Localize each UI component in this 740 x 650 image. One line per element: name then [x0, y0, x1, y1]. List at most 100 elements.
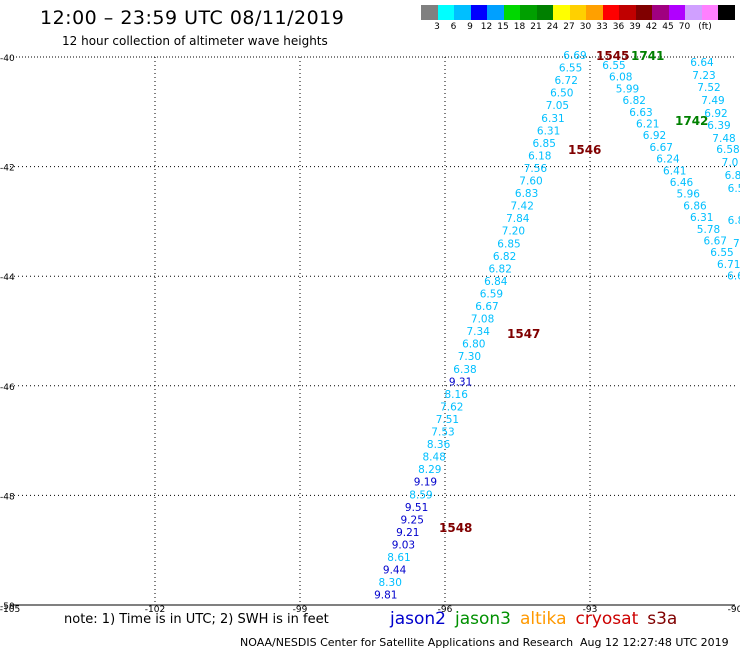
legend-tick-label: 18	[513, 22, 526, 32]
wave-height-value: 7.42	[511, 201, 534, 213]
legend-swatch	[668, 5, 686, 20]
pass-time-label: 1741	[631, 49, 664, 63]
legend-tick-label: 3	[434, 22, 440, 32]
pass-time-label: 1742	[675, 114, 708, 128]
longitude-label: -105	[0, 605, 20, 615]
wave-height-value: 7.08	[471, 314, 494, 326]
wave-height-value: 7.23	[692, 70, 715, 82]
wave-height-value: 7.05	[546, 100, 569, 112]
wave-height-value: 6.39	[707, 120, 730, 132]
wave-height-value: 6.50	[550, 88, 573, 100]
legend-swatch	[586, 5, 603, 20]
wave-height-value: 6.21	[636, 119, 659, 131]
legend-swatch	[602, 5, 620, 20]
wave-height-value: 6.67	[650, 142, 673, 154]
wave-height-value: 6.31	[690, 212, 713, 224]
legend-swatch	[454, 5, 471, 20]
legend-tick-label: 24	[546, 22, 559, 32]
wave-height-value: 6.31	[537, 125, 560, 137]
latitude-label: -46	[0, 383, 15, 393]
wave-height-value: 8.30	[379, 577, 402, 589]
wave-height-value: 6.58	[716, 144, 739, 156]
wave-height-value: 9.21	[396, 527, 419, 539]
wave-height-value: 6.69	[563, 50, 586, 62]
wave-height-value: 6.8	[725, 170, 740, 182]
wave-height-value: 6.85	[497, 238, 520, 250]
wave-height-value: 6.82	[489, 263, 512, 275]
wave-height-value: 8.16	[445, 389, 469, 401]
wave-height-value: 8.59	[409, 489, 432, 501]
wave-height-value: 6.08	[609, 72, 632, 84]
pass-time-label: 1546	[568, 143, 601, 157]
wave-height-value: 7.52	[697, 82, 720, 94]
legend-tick-label: 42	[645, 22, 658, 32]
satellite-jason2: jason2	[390, 609, 446, 629]
wave-height-value: 9.81	[374, 590, 397, 602]
wave-height-value: 8.29	[418, 464, 441, 476]
wave-height-value: 7.34	[467, 326, 491, 338]
legend-swatch	[553, 5, 570, 20]
wave-height-value: 7.51	[436, 414, 459, 426]
wave-height-value: 6.82	[493, 251, 516, 263]
wave-height-value: 7.56	[524, 163, 548, 175]
longitude-label: -93	[583, 605, 598, 615]
wave-height-value: 6.67	[475, 301, 498, 313]
wave-height-value: 6.64	[690, 57, 714, 69]
legend-swatch	[536, 5, 554, 20]
longitude-label: -102	[145, 605, 165, 615]
longitude-label: -90	[728, 605, 740, 615]
legend-swatch	[718, 5, 735, 20]
wave-height-value: 5.78	[697, 224, 720, 236]
wave-height-value: 6.82	[623, 95, 646, 107]
wave-height-value: 7.49	[701, 95, 724, 107]
wave-height-value: 6.5	[728, 183, 740, 195]
legend-tick-label: 12	[480, 22, 493, 32]
footer-note: note: 1) Time is in UTC; 2) SWH is in fe…	[64, 612, 329, 627]
legend-tick-label: 9	[467, 22, 473, 32]
credit-line: NOAA/NESDIS Center for Satellite Applica…	[240, 636, 574, 649]
wave-height-value: 6.72	[555, 75, 578, 87]
pass-time-label: 1548	[439, 521, 472, 535]
wave-height-value: 6.63	[629, 107, 652, 119]
latitude-label: -48	[0, 492, 15, 502]
wave-height-value: 7.20	[502, 226, 525, 238]
legend-tick-label: 70	[678, 22, 691, 32]
wave-height-value: 7.53	[431, 427, 454, 439]
generation-timestamp: Aug 12 12:27:48 UTC 2019	[580, 636, 729, 649]
latitude-label: -50	[0, 602, 15, 612]
legend-swatch	[470, 5, 488, 20]
wave-height-value: 6.6	[727, 271, 740, 283]
longitude-label: -96	[438, 605, 453, 615]
map-subtitle: 12 hour collection of altimeter wave hei…	[62, 34, 328, 48]
latitude-label: -44	[0, 273, 15, 283]
wave-height-value: 6.67	[704, 236, 727, 248]
wave-height-value: 8.48	[423, 452, 446, 464]
wave-height-value: 7.30	[458, 351, 481, 363]
legend-tick-label: 21	[530, 22, 542, 32]
legend-swatch	[487, 5, 504, 20]
wave-height-value: 9.03	[392, 539, 415, 551]
latitude-label: -40	[0, 54, 15, 64]
legend-tick-label: 27	[563, 22, 575, 32]
wave-height-value: 6.92	[704, 108, 727, 120]
legend-swatch	[421, 5, 438, 20]
wave-height-value: 6.59	[480, 288, 503, 300]
legend-tick-label: 6	[450, 22, 457, 32]
wave-height-value: 6.80	[462, 339, 485, 351]
legend-tick-label: 39	[629, 22, 641, 32]
wave-height-value: 6.55	[602, 60, 625, 72]
map-title: 12:00 – 23:59 UTC 08/11/2019	[40, 7, 345, 29]
wave-height-value: 7.62	[440, 401, 463, 413]
wave-height-value: 6.92	[643, 130, 666, 142]
satellite-cryosat: cryosat	[575, 609, 639, 629]
legend-tick-label: 36	[612, 22, 625, 32]
wave-height-value: 6.18	[528, 150, 551, 162]
wave-height-value: 8.61	[387, 552, 410, 564]
satellite-altika: altika	[520, 609, 567, 629]
legend-swatch	[652, 5, 669, 20]
wave-height-value: 7.84	[506, 213, 530, 225]
legend-swatch	[520, 5, 537, 20]
wave-height-value: 6.41	[663, 165, 686, 177]
legend-swatch	[685, 5, 702, 20]
wave-height-value: 9.51	[405, 502, 428, 514]
